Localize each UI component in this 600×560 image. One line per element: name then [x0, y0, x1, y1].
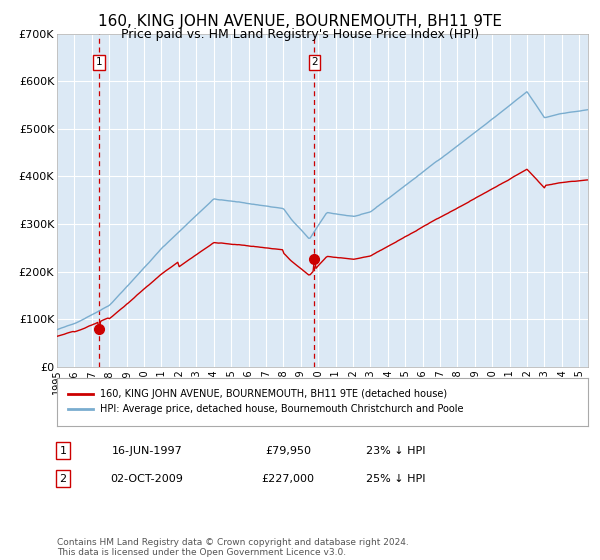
- Text: Contains HM Land Registry data © Crown copyright and database right 2024.
This d: Contains HM Land Registry data © Crown c…: [57, 538, 409, 557]
- Legend: 160, KING JOHN AVENUE, BOURNEMOUTH, BH11 9TE (detached house), HPI: Average pric: 160, KING JOHN AVENUE, BOURNEMOUTH, BH11…: [65, 385, 468, 418]
- Text: 23% ↓ HPI: 23% ↓ HPI: [366, 446, 426, 456]
- Text: £79,950: £79,950: [265, 446, 311, 456]
- Text: £227,000: £227,000: [262, 474, 314, 484]
- Text: 02-OCT-2009: 02-OCT-2009: [110, 474, 184, 484]
- Text: 16-JUN-1997: 16-JUN-1997: [112, 446, 182, 456]
- Text: 2: 2: [59, 474, 67, 484]
- Text: 25% ↓ HPI: 25% ↓ HPI: [366, 474, 426, 484]
- Text: 1: 1: [59, 446, 67, 456]
- Text: 160, KING JOHN AVENUE, BOURNEMOUTH, BH11 9TE: 160, KING JOHN AVENUE, BOURNEMOUTH, BH11…: [98, 14, 502, 29]
- Text: Price paid vs. HM Land Registry's House Price Index (HPI): Price paid vs. HM Land Registry's House …: [121, 28, 479, 41]
- Text: 1: 1: [96, 57, 103, 67]
- Text: 2: 2: [311, 57, 318, 67]
